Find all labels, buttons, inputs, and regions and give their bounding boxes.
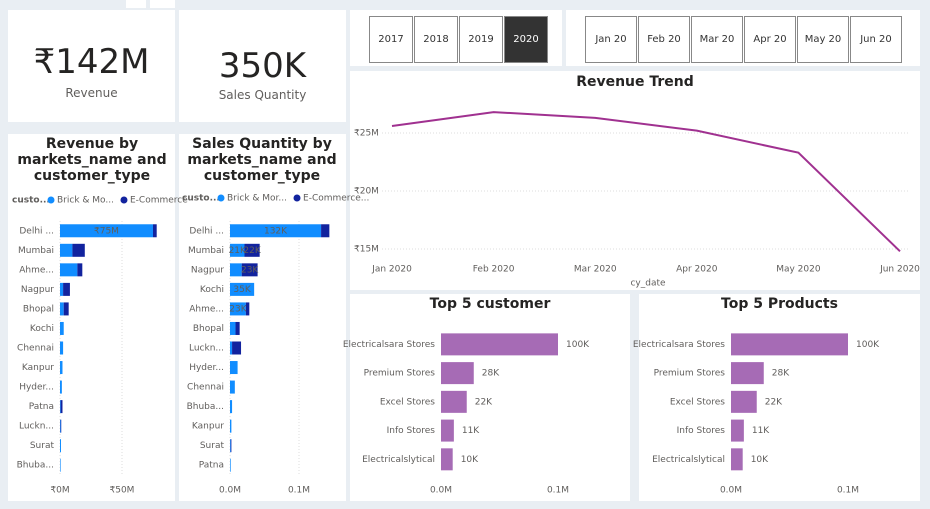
year-slicer: 2017 2018 2019 2020 [350, 10, 562, 66]
month-button[interactable]: Jan 20 [585, 16, 637, 63]
focus-icon[interactable] [126, 0, 146, 8]
chart-panel [8, 134, 175, 501]
year-button[interactable]: 2018 [414, 16, 458, 63]
year-button[interactable]: 2019 [459, 16, 503, 63]
year-button[interactable]: 2020 [504, 16, 548, 63]
chart-panel [639, 294, 920, 501]
kpi-label: Revenue [65, 86, 118, 100]
chart-title: Revenue Trend [576, 74, 694, 90]
chart-title: Top 5 customer [429, 296, 551, 312]
kpi-card: ₹142M Revenue [8, 10, 175, 122]
more-icon[interactable] [150, 0, 175, 8]
kpi-label: Sales Quantity [218, 88, 307, 102]
chart-panel [179, 134, 346, 501]
month-button[interactable]: Jun 20 [850, 16, 902, 63]
kpi-value: ₹142M [33, 42, 150, 82]
chart-title: Sales Quantity by markets_name and custo… [187, 136, 337, 184]
chart-title: Revenue by markets_name and customer_typ… [17, 136, 167, 184]
chart-title: Top 5 Products [721, 296, 838, 312]
month-button[interactable]: May 20 [797, 16, 849, 63]
year-button[interactable]: 2017 [369, 16, 413, 63]
month-button[interactable]: Feb 20 [638, 16, 690, 63]
chart-panel [350, 71, 920, 290]
chart-panel [350, 294, 630, 501]
month-button[interactable]: Mar 20 [691, 16, 743, 63]
month-button[interactable]: Apr 20 [744, 16, 796, 63]
kpi-card: 350K Sales Quantity [179, 10, 346, 122]
month-slicer: Jan 20 Feb 20 Mar 20 Apr 20 May 20 Jun 20 [566, 10, 920, 66]
kpi-value: 350K [218, 46, 307, 86]
